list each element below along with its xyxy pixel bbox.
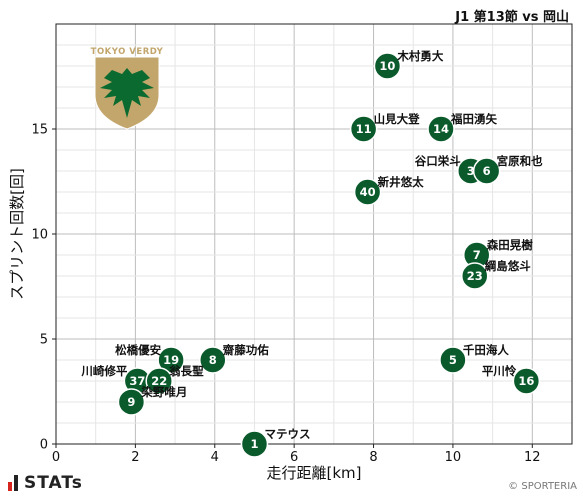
player-name: 翁長聖 xyxy=(168,364,204,378)
player-point: 3 谷口栄斗 xyxy=(415,154,485,185)
x-tick-label: 0 xyxy=(52,450,60,465)
stats-logo-text: STATs xyxy=(24,473,83,493)
data-points: 1マテウス10木村勇大11山見大登14福田湧矢3谷口栄斗6宮原和也40新井悠太7… xyxy=(80,49,543,458)
emblem-wordmark: TOKYO VERDY xyxy=(91,47,164,57)
player-marker xyxy=(157,346,185,374)
player-number: 1 xyxy=(250,437,258,451)
x-tick-label: 6 xyxy=(290,450,298,465)
y-tick-label: 15 xyxy=(31,123,48,138)
y-tick-label: 10 xyxy=(31,228,48,243)
y-axis-title: スプリント回数[回] xyxy=(8,168,26,300)
player-number: 14 xyxy=(433,122,449,136)
player-marker xyxy=(353,178,382,206)
player-point: 6 宮原和也 xyxy=(472,154,543,185)
player-number: 22 xyxy=(151,374,167,388)
player-number: 3 xyxy=(467,164,475,178)
player-marker xyxy=(461,262,489,290)
player-name: 千田海人 xyxy=(463,343,509,357)
player-number: 10 xyxy=(379,59,395,73)
player-name: 山見大登 xyxy=(374,112,420,126)
player-number: 19 xyxy=(163,353,179,367)
player-number: 23 xyxy=(467,269,483,283)
player-name: 木村勇大 xyxy=(396,49,443,63)
player-number: 7 xyxy=(473,248,481,262)
player-marker xyxy=(427,115,455,143)
player-name: 森田晃樹 xyxy=(487,238,533,252)
player-number: 6 xyxy=(483,164,491,178)
x-tick-label: 8 xyxy=(369,450,377,465)
player-marker xyxy=(117,388,146,416)
player-name: 松橋優安 xyxy=(115,343,161,357)
match-title: J1 第13節 vs 岡山 xyxy=(455,10,569,25)
y-tick-label: 0 xyxy=(40,438,48,453)
player-marker xyxy=(472,157,501,185)
player-marker xyxy=(240,430,269,458)
player-number: 40 xyxy=(360,185,376,199)
player-point: 9 染野唯月 xyxy=(117,385,187,416)
player-marker xyxy=(439,346,467,374)
stats-bars-icon xyxy=(8,475,18,491)
player-name: 染野唯月 xyxy=(140,385,187,399)
x-tick-label: 4 xyxy=(211,450,219,465)
player-marker xyxy=(145,367,173,395)
player-name: 齋藤功佑 xyxy=(222,343,269,357)
player-marker xyxy=(373,52,402,80)
player-number: 16 xyxy=(518,374,534,388)
x-tick-label: 12 xyxy=(524,450,541,465)
emblem-eagle xyxy=(100,68,154,118)
player-marker xyxy=(199,346,227,374)
x-axis-title: 走行距離[km] xyxy=(266,464,361,482)
x-tick-label: 10 xyxy=(445,450,462,465)
player-name: マテウス xyxy=(264,427,310,441)
team-emblem: TOKYO VERDY xyxy=(91,47,164,130)
player-point: 7 森田晃樹 xyxy=(462,238,533,269)
player-name: 宮原和也 xyxy=(497,154,543,168)
x-tick-label: 2 xyxy=(131,450,139,465)
player-number: 37 xyxy=(129,374,145,388)
player-number: 8 xyxy=(209,353,217,367)
player-name: 谷口栄斗 xyxy=(415,154,461,168)
stats-logo: STATs xyxy=(8,473,83,493)
player-marker xyxy=(349,115,378,143)
player-marker xyxy=(512,367,541,395)
player-number: 9 xyxy=(127,395,135,409)
player-name: 福田湧矢 xyxy=(450,112,497,126)
player-name: 新井悠太 xyxy=(378,175,424,189)
y-tick-label: 5 xyxy=(40,333,48,348)
player-name: 綱島悠斗 xyxy=(485,259,531,273)
player-point: 1 マテウス xyxy=(240,427,310,458)
player-name: 平川怜 xyxy=(482,364,517,378)
player-point: 5 千田海人 xyxy=(439,343,509,374)
player-point: 8 齋藤功佑 xyxy=(199,343,269,374)
player-number: 5 xyxy=(449,353,457,367)
player-number: 11 xyxy=(356,122,372,136)
credit: © SPORTERIA xyxy=(508,481,577,492)
player-name: 川崎修平 xyxy=(80,364,127,378)
